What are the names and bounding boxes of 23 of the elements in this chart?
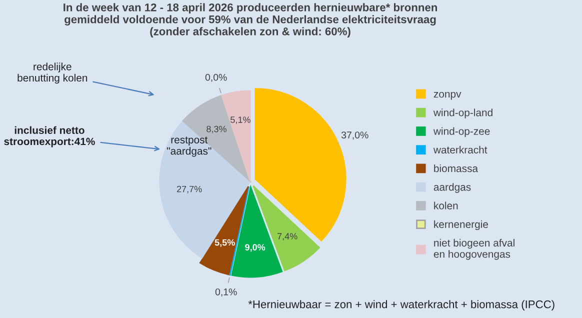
legend-label: waterkracht	[433, 146, 488, 154]
data-label: 0,1%	[215, 288, 237, 296]
data-label: 5,1%	[230, 116, 250, 124]
data-label: 8,3%	[206, 126, 226, 134]
data-label: 27,7%	[176, 186, 202, 194]
legend-label: niet biogeen afval en hoogovengas	[434, 238, 514, 260]
data-label: 37,0%	[341, 132, 368, 140]
legend-label: biomassa	[434, 164, 478, 172]
legend-label: kernenergie	[434, 220, 488, 230]
legend-label: zonpv	[434, 92, 462, 100]
text: inclusief netto stroomexport:41%	[4, 126, 95, 148]
data-label: 9,0%	[245, 244, 266, 252]
chart-title: In de week van 12 - 18 april 2026 produceerden hernieuwbare* bronnen gemiddeld voldoende voor 59% van de Nederlandse elektriciteitsvraag (zonder afschakelen zon & wind: 60%)	[64, 3, 437, 38]
legend-label: kolen	[434, 202, 458, 210]
data-label: 5,5%	[214, 239, 235, 247]
legend-label: wind-op-zee	[433, 127, 490, 137]
text: redelijke benutting kolen	[18, 62, 88, 84]
text: 0,0%	[205, 74, 227, 82]
data-label: 7,4%	[278, 233, 298, 241]
text: restpost "aardgas"	[167, 136, 212, 157]
legend-label: wind-op-land	[433, 108, 492, 118]
text: *Hernieuwbaar = zon + wind + waterkracht + biomassa (IPCC)	[248, 300, 554, 310]
legend-label: aardgas	[434, 183, 471, 193]
